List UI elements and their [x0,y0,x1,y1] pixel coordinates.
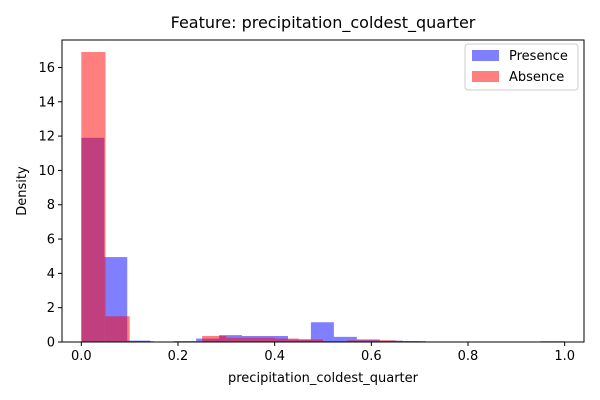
bar-absence-11 [347,340,372,342]
x-axis-ticks: 0.0 0.2 0.4 0.6 0.8 1.0 [71,342,575,364]
y-tick-label: 6 [47,233,55,248]
x-axis-label: precipitation_coldest_quarter [228,371,419,386]
bar-absence-8 [274,338,299,342]
bar-absence-5 [202,335,227,342]
y-tick-label: 10 [38,164,55,179]
legend-swatch-presence [472,50,499,61]
y-axis-ticks: 0 2 4 6 8 10 12 14 16 [38,61,62,351]
legend-label-absence: Absence [509,70,564,85]
x-tick-label: 1.0 [554,349,575,364]
bar-absence-12 [371,340,396,342]
x-tick-label: 0.2 [168,349,189,364]
y-axis-label: Density [15,166,30,216]
bar-absence-7 [250,337,275,342]
y-tick-label: 0 [47,336,55,351]
y-tick-label: 2 [47,301,55,316]
x-tick-label: 0.8 [458,349,479,364]
legend: Presence Absence [464,43,579,91]
bar-presence-11 [333,336,357,342]
bar-absence-6 [226,337,251,342]
legend-swatch-absence [472,71,499,82]
x-tick-label: 0.6 [361,349,382,364]
legend-label-presence: Presence [509,49,568,64]
y-tick-label: 4 [47,267,55,282]
bar-absence-1 [105,316,130,342]
y-tick-label: 8 [47,198,55,213]
y-tick-label: 14 [38,95,55,110]
bar-absence-0 [81,52,106,343]
y-tick-label: 12 [38,130,55,145]
bar-presence-10 [310,322,334,342]
y-tick-label: 16 [38,61,55,76]
x-tick-label: 0.0 [71,349,92,364]
plot-frame [61,39,585,343]
x-tick-label: 0.4 [264,349,285,364]
bar-absence-9 [298,339,323,342]
chart-title: Feature: precipitation_coldest_quarter [171,13,476,33]
